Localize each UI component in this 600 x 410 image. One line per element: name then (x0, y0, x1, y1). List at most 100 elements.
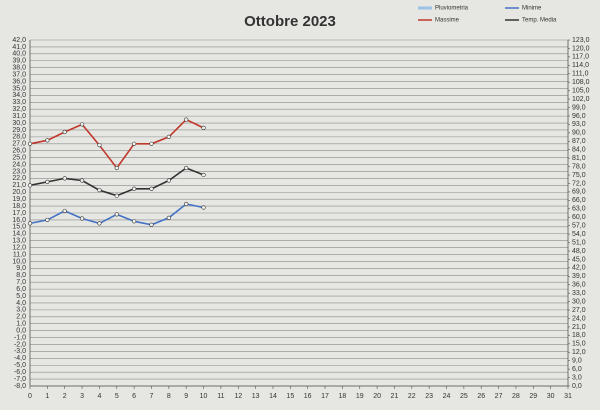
legend-label: Temp. Media (522, 18, 557, 24)
point (45, 217, 50, 223)
y2-tick-label: 57,0 (572, 223, 586, 230)
y-tick-label: 26,0 (12, 148, 26, 155)
y-tick-label: 35,0 (12, 85, 26, 92)
point (45, 138, 50, 143)
y-tick-label: 10,0 (12, 258, 26, 265)
y-tick-label: 12,0 (12, 244, 26, 251)
y2-tick-label: 102,0 (572, 96, 590, 103)
y-tick-label: 32,0 (12, 106, 26, 113)
x-tick-label: 25 (460, 393, 468, 400)
y2-tick-label: 21,0 (572, 324, 586, 331)
y-tick-label: -6,0 (14, 369, 26, 376)
x-tick-label: 4 (97, 393, 101, 400)
x-tick-label: 31 (564, 393, 572, 400)
y-tick-label: 23,0 (12, 168, 26, 175)
y2-tick-label: 120,0 (572, 45, 590, 52)
y2-tick-label: 96,0 (572, 113, 586, 120)
point (149, 141, 154, 146)
x-tick-label: 17 (321, 393, 329, 400)
x-tick-label: 13 (252, 393, 260, 400)
y-tick-label: 11,0 (13, 251, 26, 258)
y-tick-label: 31,0 (12, 113, 26, 120)
y2-tick-label: 9,0 (572, 358, 582, 365)
point (132, 141, 137, 146)
point (166, 215, 171, 220)
y2-tick-label: 84,0 (572, 147, 586, 154)
y-tick-label: -3,0 (14, 348, 26, 355)
y2-tick-label: 93,0 (572, 121, 586, 128)
y2-tick-label: 105,0 (572, 87, 590, 94)
y2-tick-label: 15,0 (572, 341, 586, 348)
y-tick-label: -2,0 (14, 341, 26, 348)
y-tick-label: 20,0 (12, 189, 26, 196)
legend-label: Massime (435, 18, 460, 24)
point (62, 176, 67, 181)
y-tick-label: 14,0 (12, 231, 26, 238)
x-tick-label: 2 (63, 393, 67, 400)
point (166, 178, 171, 183)
x-tick-label: 22 (408, 393, 416, 400)
x-tick-label: 21 (391, 393, 399, 400)
y2-tick-label: 78,0 (572, 163, 586, 170)
point (45, 179, 50, 184)
y2-tick-label: 69,0 (572, 189, 586, 196)
y2-tick-label: 33,0 (572, 290, 586, 297)
y2-tick-label: 0,0 (572, 383, 582, 390)
y2-tick-label: 117,0 (572, 54, 589, 61)
x-tick-label: 11 (217, 393, 224, 400)
y2-tick-label: 90,0 (572, 130, 586, 137)
y-tick-label: 28,0 (12, 134, 26, 141)
y-tick-label: 39,0 (12, 58, 26, 65)
point (201, 125, 206, 130)
y2-tick-label: 45,0 (572, 256, 586, 263)
y-tick-label: 5,0 (16, 293, 26, 300)
y-tick-label: 19,0 (12, 196, 26, 203)
legend-label: Minime (522, 6, 542, 12)
y-tick-label: 27,0 (12, 141, 26, 148)
y2-tick-label: 87,0 (572, 138, 586, 145)
y2-tick-label: 27,0 (572, 307, 586, 314)
x-tick-label: 0 (28, 393, 32, 400)
y2-tick-label: 12,0 (572, 349, 586, 356)
point (27, 221, 33, 226)
x-tick-label: 19 (356, 393, 364, 400)
point (132, 219, 137, 224)
y-tick-label: 21,0 (12, 182, 26, 189)
y2-tick-label: 3,0 (572, 374, 582, 381)
y-tick-label: 30,0 (12, 120, 26, 127)
y-tick-label: 9,0 (16, 265, 26, 272)
y-tick-label: 24,0 (12, 161, 26, 168)
point (97, 221, 102, 226)
x-tick-label: 29 (529, 393, 537, 400)
y2-tick-label: 72,0 (572, 180, 586, 187)
point (114, 212, 119, 217)
point (201, 205, 206, 210)
point (201, 172, 206, 178)
y-tick-label: 2,0 (16, 314, 26, 321)
y-tick-label: 17,0 (12, 210, 26, 217)
y2-tick-label: 18,0 (572, 332, 586, 339)
point (62, 208, 67, 214)
x-tick-label: 6 (132, 393, 136, 400)
y2-tick-label: 51,0 (572, 239, 586, 246)
x-tick-label: 23 (425, 393, 433, 400)
x-tick-label: 3 (80, 393, 84, 400)
y2-tick-label: 66,0 (572, 197, 586, 204)
legend-label: Pluviometria (435, 6, 469, 12)
y-tick-label: 6,0 (16, 286, 26, 293)
y-tick-label: 34,0 (12, 92, 26, 99)
y2-tick-label: 81,0 (572, 155, 586, 162)
y-tick-label: 40,0 (12, 51, 26, 58)
x-tick-label: 30 (547, 393, 555, 400)
point (27, 183, 33, 188)
y2-tick-label: 99,0 (572, 104, 586, 111)
y2-tick-label: 63,0 (572, 206, 586, 213)
y-tick-label: 36,0 (12, 78, 26, 85)
x-tick-label: 7 (150, 393, 154, 400)
y2-tick-label: 39,0 (572, 273, 586, 280)
x-tick-label: 12 (234, 393, 242, 400)
x-tick-label: 24 (443, 393, 451, 400)
y-tick-label: -4,0 (14, 355, 26, 362)
